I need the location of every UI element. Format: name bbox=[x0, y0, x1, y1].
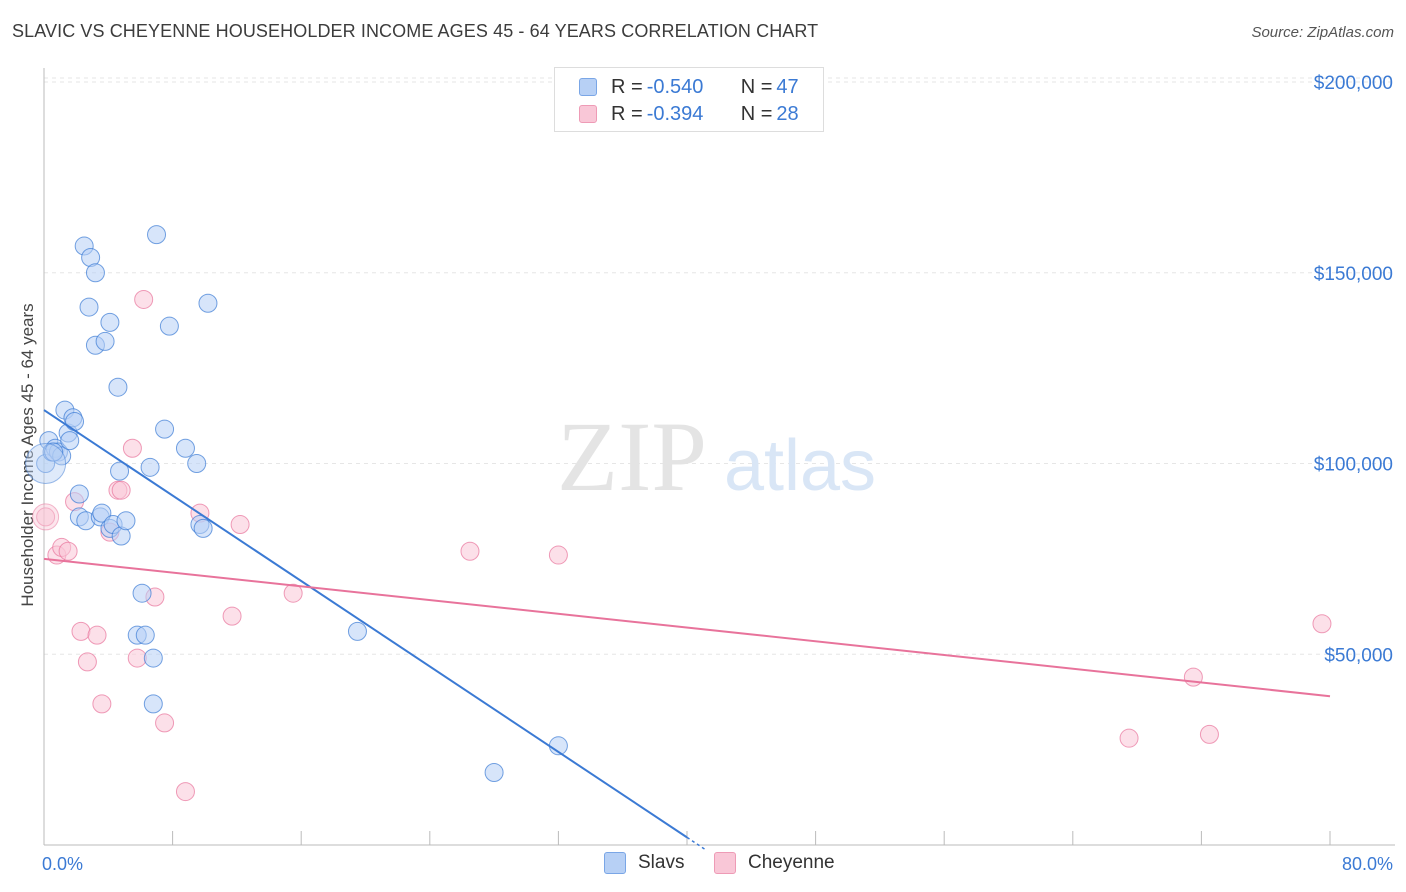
tick-labels: $50,000 $100,000 $150,000 $200,000 0.0% 80.0% bbox=[42, 73, 1393, 874]
cheyenne-point bbox=[1183, 667, 1203, 687]
slavs-point bbox=[65, 412, 85, 432]
legend-n-label: N = bbox=[740, 102, 773, 125]
cheyenne-point bbox=[87, 625, 107, 645]
slavs-point bbox=[198, 293, 218, 313]
slavs-point bbox=[175, 438, 195, 458]
cheyenne-point bbox=[548, 545, 568, 565]
cheyenne-point bbox=[1119, 728, 1139, 748]
slavs-point bbox=[147, 225, 167, 245]
slavs-point bbox=[135, 625, 155, 645]
cheyenne-point bbox=[230, 515, 250, 535]
y-tick-label: $150,000 bbox=[1314, 264, 1393, 285]
slavs-trend-line bbox=[43, 409, 688, 839]
slavs-points bbox=[25, 225, 568, 783]
slavs-point bbox=[132, 583, 152, 603]
watermark: ZIP atlas bbox=[557, 401, 876, 512]
cheyenne-point bbox=[127, 648, 147, 668]
slavs-point bbox=[155, 419, 175, 439]
slavs-point bbox=[92, 503, 112, 523]
cheyenne-swatch bbox=[714, 852, 736, 874]
legend-r-value: -0.394 bbox=[646, 102, 704, 125]
cheyenne-point bbox=[134, 289, 154, 309]
cheyenne-point bbox=[36, 507, 56, 527]
slavs-swatch bbox=[604, 852, 626, 874]
cheyenne-point bbox=[175, 782, 195, 802]
cheyenne-point bbox=[283, 583, 303, 603]
y-tick-label: $50,000 bbox=[1324, 645, 1393, 666]
slavs-point bbox=[193, 518, 213, 538]
legend-item-cheyenne[interactable]: Cheyenne bbox=[714, 852, 835, 874]
slavs-swatch bbox=[579, 78, 597, 96]
trend-lines bbox=[43, 409, 1331, 851]
legend-r-label: R = bbox=[611, 102, 643, 125]
axes bbox=[43, 68, 1395, 846]
x-tick-label: 80.0% bbox=[1342, 854, 1393, 874]
cheyenne-point bbox=[77, 652, 97, 672]
slavs-point bbox=[347, 621, 367, 641]
cheyenne-swatch bbox=[579, 105, 597, 123]
legend-r-value: -0.540 bbox=[646, 75, 704, 98]
slavs-point bbox=[187, 454, 207, 473]
slavs-point bbox=[159, 316, 179, 336]
slavs-point bbox=[484, 763, 504, 783]
slavs-point bbox=[60, 431, 80, 451]
grid-lines bbox=[44, 77, 1395, 655]
slavs-point bbox=[143, 648, 163, 668]
slavs-point bbox=[69, 484, 89, 504]
slavs-point bbox=[79, 297, 99, 317]
slavs-point bbox=[116, 511, 136, 531]
cheyenne-point bbox=[460, 541, 480, 561]
slavs-point bbox=[110, 461, 130, 481]
slavs-point bbox=[85, 263, 105, 283]
stats-legend: R = -0.540 N = 47 R = -0.394 N = 28 bbox=[554, 67, 824, 132]
watermark-atlas: atlas bbox=[724, 426, 876, 506]
y-tick-label: $200,000 bbox=[1314, 73, 1393, 94]
cheyenne-point bbox=[92, 694, 112, 714]
slavs-point bbox=[108, 377, 128, 397]
series-legend: Slavs Cheyenne bbox=[0, 852, 1406, 878]
cheyenne-point bbox=[1199, 724, 1219, 744]
cheyenne-point bbox=[58, 541, 78, 561]
source-note: Source: ZipAtlas.com bbox=[1251, 24, 1394, 41]
watermark-zip: ZIP bbox=[557, 401, 707, 512]
legend-label-cheyenne: Cheyenne bbox=[748, 852, 835, 873]
legend-row-slavs: R = -0.540 N = 47 bbox=[579, 74, 799, 100]
cheyenne-points bbox=[32, 289, 1332, 802]
slavs-point bbox=[143, 694, 163, 714]
legend-label-slavs: Slavs bbox=[638, 852, 685, 873]
chart-title: SLAVIC VS CHEYENNE HOUSEHOLDER INCOME AG… bbox=[12, 21, 819, 41]
legend-n-label: N = bbox=[740, 75, 773, 98]
legend-row-cheyenne: R = -0.394 N = 28 bbox=[579, 101, 799, 127]
cheyenne-point-cluster bbox=[32, 503, 60, 531]
cheyenne-point bbox=[111, 480, 131, 500]
x-tick-label: 0.0% bbox=[42, 854, 83, 874]
cheyenne-trend-line bbox=[43, 557, 1331, 698]
legend-r-label: R = bbox=[611, 75, 643, 98]
legend-item-slavs[interactable]: Slavs bbox=[604, 852, 684, 874]
cheyenne-point bbox=[222, 606, 242, 626]
y-tick-label: $100,000 bbox=[1314, 455, 1393, 476]
legend-n-value: 28 bbox=[776, 102, 799, 125]
cheyenne-point bbox=[71, 621, 91, 641]
slavs-point bbox=[95, 331, 115, 351]
slavs-point bbox=[140, 457, 160, 477]
slavs-trend-extension bbox=[686, 836, 707, 851]
cheyenne-point bbox=[1312, 614, 1332, 634]
slavs-point-cluster bbox=[25, 443, 67, 484]
legend-n-value: 47 bbox=[776, 75, 799, 98]
cheyenne-point bbox=[155, 713, 175, 733]
cheyenne-point bbox=[122, 438, 142, 458]
slavs-point bbox=[100, 312, 120, 332]
